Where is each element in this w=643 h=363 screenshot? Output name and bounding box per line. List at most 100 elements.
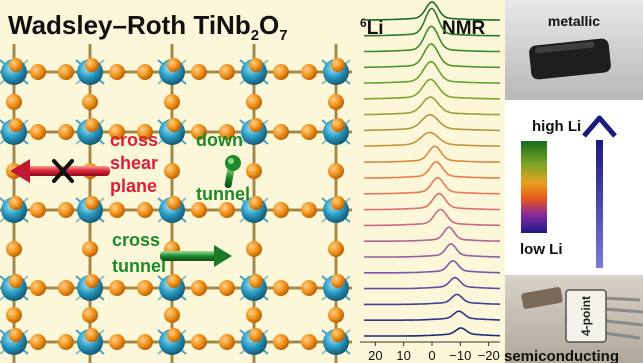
- semiconducting-label: semiconducting: [504, 348, 619, 363]
- apical-oxygen-atom: [167, 196, 181, 210]
- oxygen-atom: [301, 202, 317, 218]
- oxygen-atom: [137, 280, 153, 296]
- apical-oxygen-atom: [9, 196, 23, 210]
- apical-oxygen-atom: [249, 328, 263, 342]
- legend-high-label: high Li: [532, 118, 581, 135]
- right-panel: metallic high Li low Li 4-point semicond…: [504, 0, 643, 363]
- oxygen-atom: [273, 334, 289, 350]
- nmr-spectrum-line: [364, 192, 500, 211]
- oxygen-atom: [30, 280, 46, 296]
- apical-oxygen-atom: [9, 274, 23, 288]
- oxygen-atom: [109, 202, 125, 218]
- oxygen-atom: [219, 124, 235, 140]
- nmr-tick-label: 0: [428, 348, 435, 363]
- apical-oxygen-atom: [331, 58, 345, 72]
- oxygen-atom: [246, 241, 262, 257]
- structure-title: Wadsley–Roth TiNb2O7: [8, 10, 288, 44]
- oxygen-atom: [109, 280, 125, 296]
- oxygen-atom: [30, 334, 46, 350]
- apical-oxygen-atom: [331, 196, 345, 210]
- oxygen-atom: [137, 124, 153, 140]
- nmr-tick-label: −10: [449, 348, 471, 363]
- oxygen-atom: [137, 202, 153, 218]
- down-tunnel-arrow: [224, 155, 241, 189]
- oxygen-atom: [328, 163, 344, 179]
- apical-oxygen-atom: [167, 328, 181, 342]
- oxygen-atom: [301, 124, 317, 140]
- apical-oxygen-atom: [331, 328, 345, 342]
- oxygen-atom: [137, 334, 153, 350]
- oxygen-atom: [273, 64, 289, 80]
- four-point-probe: 4-point: [521, 287, 643, 343]
- oxygen-atom: [301, 280, 317, 296]
- oxygen-atom: [58, 202, 74, 218]
- nmr-tick-label: 20: [368, 348, 382, 363]
- oxygen-atom: [191, 202, 207, 218]
- oxygen-atom: [191, 280, 207, 296]
- cross-shear-label: cross shear plane: [110, 130, 163, 196]
- nmr-spectrum-line: [364, 131, 500, 147]
- oxygen-atom: [164, 163, 180, 179]
- oxygen-atom: [109, 124, 125, 140]
- oxygen-atom: [6, 241, 22, 257]
- oxygen-atom: [6, 94, 22, 110]
- oxygen-atom: [109, 334, 125, 350]
- apical-oxygen-atom: [331, 118, 345, 132]
- nmr-spectrum-line: [364, 310, 501, 321]
- legend-low-label: low Li: [520, 241, 563, 258]
- cross-tunnel-label: cross tunnel: [112, 230, 166, 276]
- oxygen-atom: [246, 307, 262, 323]
- apical-oxygen-atom: [249, 58, 263, 72]
- apical-oxygen-atom: [167, 118, 181, 132]
- nmr-spectrum-line: [364, 260, 500, 274]
- cross-shear-arrow: [10, 159, 110, 183]
- nmr-spectra: [364, 1, 501, 337]
- oxygen-atom: [164, 307, 180, 323]
- oxygen-atom: [328, 241, 344, 257]
- nmr-spectrum-line: [364, 208, 500, 227]
- oxygen-atom: [328, 94, 344, 110]
- apical-oxygen-atom: [167, 274, 181, 288]
- apical-oxygen-atom: [85, 118, 99, 132]
- nmr-spectrum-line: [364, 243, 500, 258]
- oxygen-atom: [246, 163, 262, 179]
- nmr-panel: 6Li NMR 20 10 0 −10 −20: [353, 0, 503, 363]
- oxygen-atom: [219, 334, 235, 350]
- metallic-label: metallic: [548, 13, 600, 29]
- nmr-nucleus-label: 6Li: [360, 16, 384, 39]
- apical-oxygen-atom: [331, 274, 345, 288]
- metallic-sample: [529, 38, 611, 80]
- oxygen-atom: [164, 94, 180, 110]
- apical-oxygen-atom: [85, 328, 99, 342]
- oxygen-atom: [58, 280, 74, 296]
- oxygen-atom: [246, 94, 262, 110]
- nmr-axis-ticks: 20 10 0 −10 −20: [368, 342, 500, 363]
- crystal-structure: [0, 44, 352, 363]
- nmr-spectrum-line: [364, 78, 501, 100]
- apical-oxygen-atom: [9, 328, 23, 342]
- oxygen-atom: [273, 280, 289, 296]
- apical-oxygen-atom: [249, 196, 263, 210]
- blocked-x-icon: [52, 159, 74, 183]
- oxygen-atom: [30, 202, 46, 218]
- nmr-spectrum-line: [364, 25, 500, 53]
- oxygen-atom: [109, 64, 125, 80]
- oxygen-atom: [301, 64, 317, 80]
- nmr-spectrum-line: [364, 145, 500, 163]
- apical-oxygen-atom: [9, 118, 23, 132]
- nmr-spectrum-line: [364, 43, 500, 69]
- oxygen-atom: [82, 307, 98, 323]
- up-arrow: [582, 115, 617, 268]
- cross-tunnel-arrow: [160, 245, 232, 267]
- oxygen-atom: [58, 64, 74, 80]
- oxygen-atom: [219, 64, 235, 80]
- nmr-spectrum-line: [364, 60, 500, 84]
- apical-oxygen-atom: [9, 58, 23, 72]
- nmr-spectrum-line: [364, 113, 500, 132]
- nmr-spectrum-line: [364, 327, 500, 337]
- apical-oxygen-atom: [85, 58, 99, 72]
- oxygen-atom: [30, 124, 46, 140]
- li-color-legend: [521, 141, 547, 233]
- oxygen-atom: [301, 334, 317, 350]
- oxygen-atom: [191, 64, 207, 80]
